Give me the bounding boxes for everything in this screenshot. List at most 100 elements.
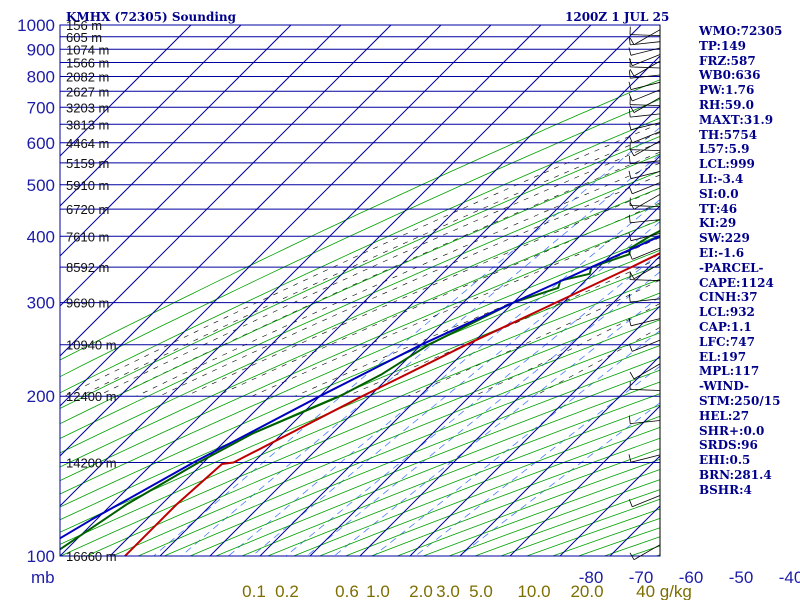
isotherm — [59, 24, 342, 307]
mixing-ratio-line — [285, 252, 661, 557]
pressure-label: 400 — [27, 227, 55, 246]
dry-adiabat — [59, 98, 661, 378]
wind-barb-staff — [630, 47, 661, 56]
isotherm — [609, 505, 661, 557]
stat-line: CINH:37 — [699, 290, 758, 305]
pressure-label: 600 — [27, 134, 55, 153]
stat-line: LI:-3.4 — [699, 171, 744, 186]
wind-barb-flag — [628, 155, 631, 164]
dry-adiabat — [59, 249, 661, 508]
mixing-ratio-label: 10.0 — [517, 582, 550, 600]
wind-barb-staff — [629, 149, 661, 151]
mixing-ratio-label: 1.0 — [366, 582, 390, 600]
isotherm — [59, 24, 542, 507]
dry-adiabat — [526, 508, 661, 557]
wind-barb-staff — [633, 263, 661, 280]
wind-barb-flag — [628, 47, 632, 56]
wind-barb-staff — [630, 171, 661, 180]
wind-barb-staff — [630, 122, 661, 131]
wind-barb-staff — [633, 544, 661, 561]
isotherm — [559, 455, 661, 557]
wind-barb-flag — [628, 122, 632, 130]
dry-adiabat — [59, 153, 661, 425]
wind-barb-flag — [628, 454, 632, 463]
wind-barb-staff — [632, 339, 661, 352]
height-label: 3203 m — [66, 100, 109, 115]
dry-adiabat — [59, 219, 661, 481]
height-label: 7610 m — [66, 229, 109, 244]
isotherm — [259, 155, 661, 557]
moist-adiabat — [64, 123, 661, 397]
wind-barb-staff — [630, 233, 661, 242]
stat-line: WMO:72305 — [699, 24, 783, 38]
height-label: 156 m — [66, 18, 102, 33]
isotherm — [59, 24, 192, 157]
dry-adiabat — [552, 518, 661, 557]
wind-barb-staff — [633, 60, 661, 77]
stat-line: MAXT:31.9 — [699, 112, 774, 127]
pressure-label: 100 — [27, 547, 55, 566]
stat-line: TP:149 — [699, 38, 747, 53]
wind-barb-staff — [630, 160, 661, 165]
station-title: KMHX (72305) Sounding — [66, 10, 237, 24]
pressure-label: 900 — [27, 40, 55, 59]
dry-adiabat — [59, 264, 661, 521]
wind-barb-staff — [630, 420, 661, 424]
height-label: 16660 m — [66, 549, 117, 564]
wind-barb-flag — [628, 170, 632, 179]
mixing-ratio-line — [373, 330, 661, 557]
isotherm — [59, 24, 242, 207]
stat-line: MPL:117 — [699, 364, 760, 379]
isotherm — [109, 24, 642, 557]
dry-adiabat — [86, 319, 661, 557]
stat-line: TT:46 — [699, 201, 738, 216]
wind-barb-staff — [633, 97, 661, 113]
stat-line: BSHR:4 — [699, 482, 752, 497]
mixing-ratio-line — [153, 127, 661, 557]
dry-adiabat — [59, 117, 661, 394]
stat-line: FRZ:587 — [699, 53, 756, 68]
temperature-label: -80 — [579, 568, 604, 587]
isotherm — [59, 24, 442, 407]
isotherm — [59, 24, 392, 357]
wind-barb-flag — [628, 93, 633, 102]
moist-adiabat — [185, 187, 661, 397]
wind-barb-flag — [629, 371, 635, 380]
temperature-label: -60 — [679, 568, 704, 587]
wind-barb-staff — [632, 182, 661, 195]
stat-line: CAPE:1124 — [699, 275, 774, 290]
wind-barb-staff — [632, 54, 661, 67]
wind-barb-flag — [628, 70, 631, 79]
height-label: 5159 m — [66, 156, 109, 171]
isotherm — [309, 205, 661, 557]
pressure-label: 200 — [27, 387, 55, 406]
isotherm — [509, 405, 661, 557]
mixing-ratio-label: 20.0 — [570, 582, 603, 600]
wind-barb-flag — [628, 499, 633, 507]
stat-line: SI:0.0 — [699, 186, 739, 201]
wind-barb-flag — [628, 135, 633, 143]
pressure-unit-label: mb — [31, 568, 55, 587]
height-label: 1566 m — [66, 56, 109, 71]
wind-barb-flag — [628, 186, 633, 194]
wind-barb-staff — [633, 140, 661, 157]
wind-barb-staff — [629, 104, 661, 106]
stat-line: WB0:636 — [699, 68, 761, 83]
wind-barb-staff — [630, 219, 661, 224]
wind-barb-staff — [629, 66, 661, 69]
stat-line: -WIND- — [699, 379, 749, 394]
height-label: 14200 m — [66, 456, 117, 471]
wind-barb-staff — [632, 247, 661, 260]
dry-adiabat — [59, 203, 661, 468]
height-label: 605 m — [66, 30, 102, 45]
dry-adiabat — [241, 393, 661, 557]
dry-adiabat — [345, 437, 661, 557]
height-label: 2082 m — [66, 70, 109, 85]
wind-barb-staff — [632, 89, 661, 102]
dry-adiabat — [59, 234, 661, 495]
isotherm — [159, 55, 661, 557]
stat-line: L57:5.9 — [699, 142, 750, 157]
stat-line: -PARCEL- — [699, 260, 764, 275]
moist-adiabat — [251, 218, 661, 397]
